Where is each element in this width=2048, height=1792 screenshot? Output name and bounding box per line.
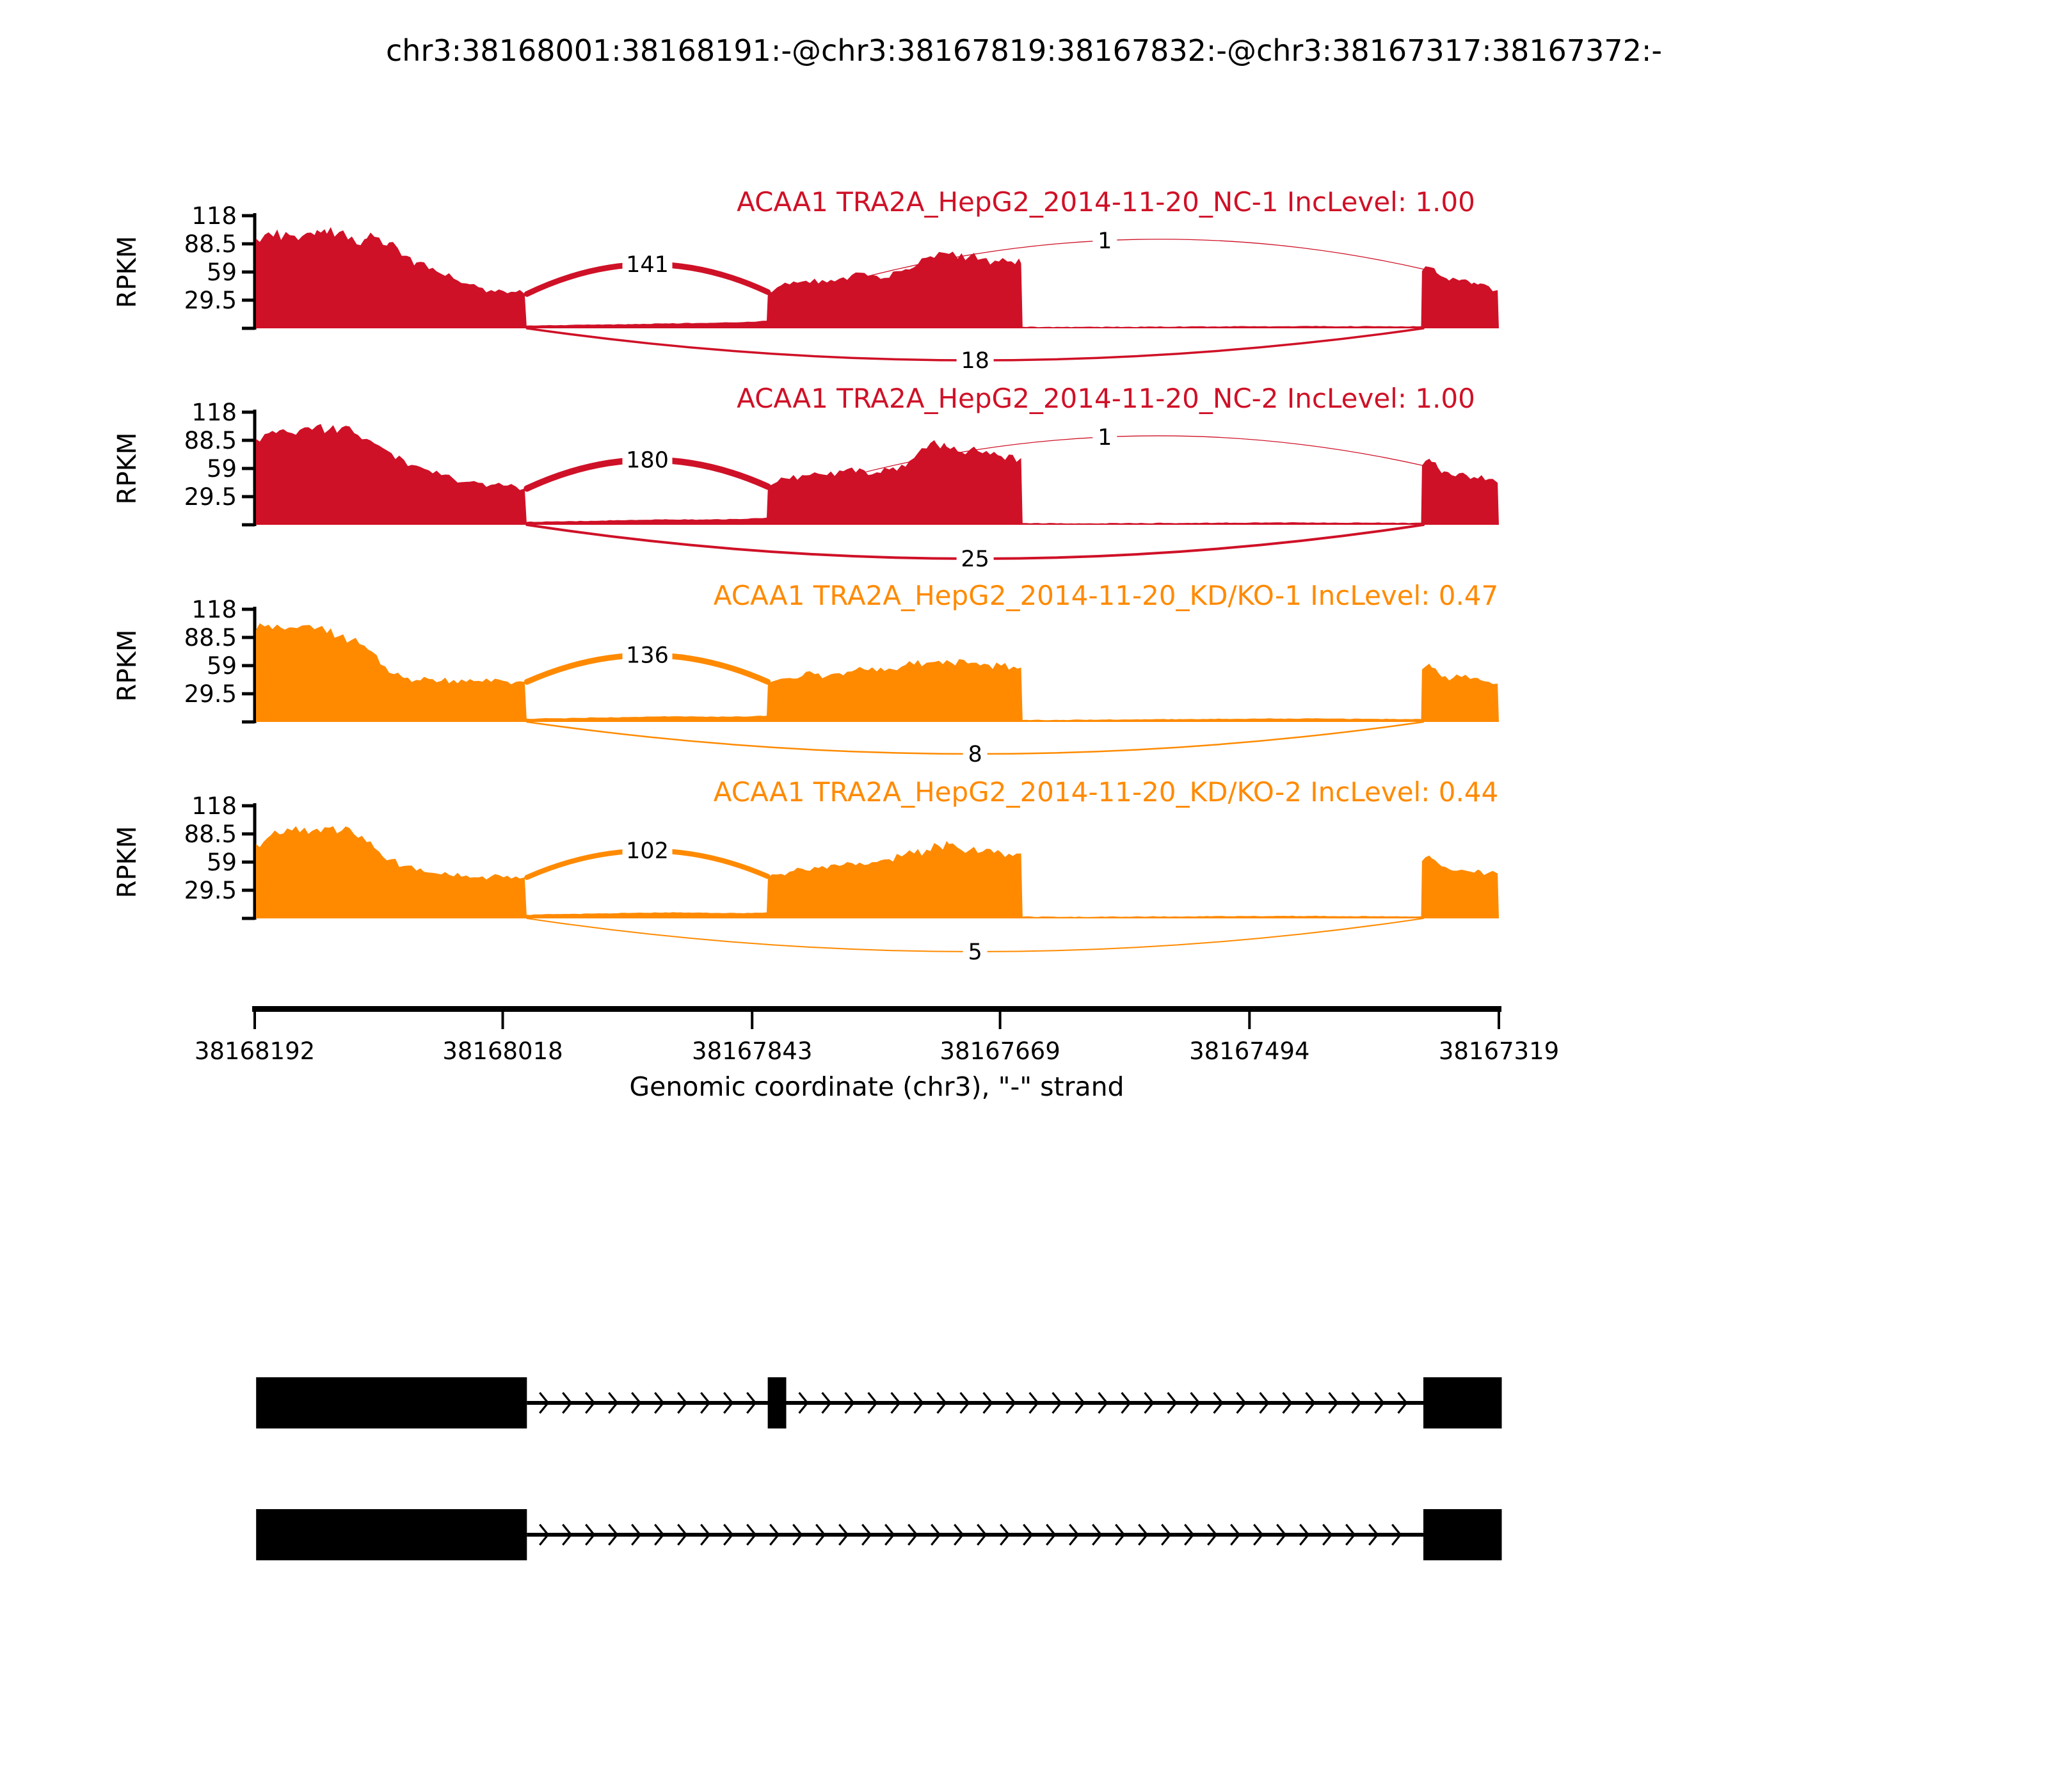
inclusion-isoform: [256, 1377, 1502, 1428]
junction-label-bg: [963, 739, 988, 769]
y-tick-label: 118: [191, 792, 237, 820]
junction-count-label: 136: [626, 643, 669, 669]
skipping-isoform: [256, 1509, 1502, 1560]
coverage-area: [255, 227, 1499, 328]
junction-label-bg: [956, 346, 994, 375]
x-tick-label: 38168018: [442, 1037, 563, 1065]
junction-count-label: 1: [1098, 425, 1112, 451]
coverage-area: [255, 424, 1499, 525]
y-tick-label: 88.5: [184, 427, 237, 454]
y-tick-label: 118: [191, 399, 237, 426]
y-axis-title: RPKM: [113, 433, 142, 505]
y-axis-title: RPKM: [113, 826, 142, 899]
junction-label-bg: [1092, 422, 1117, 452]
junction-label-bg: [963, 937, 988, 966]
strand-direction-chevrons: [539, 1523, 1402, 1546]
y-tick-label: 29.5: [184, 287, 237, 314]
x-tick-label: 38167319: [1439, 1037, 1559, 1065]
y-tick-label: 118: [191, 596, 237, 623]
junction-count-label: 8: [968, 742, 982, 767]
y-tick-label: 59: [207, 259, 237, 286]
exon-box: [256, 1377, 527, 1428]
y-tick-label: 59: [207, 849, 237, 876]
y-axis: [242, 410, 257, 527]
y-tick-label: 29.5: [184, 483, 237, 511]
junction-label-bg: [622, 445, 673, 475]
junction-label-bg: [622, 836, 673, 866]
exon-box: [1423, 1509, 1502, 1560]
junction-label-bg: [1092, 225, 1117, 255]
exon-box: [1423, 1377, 1502, 1428]
x-axis-title: Genomic coordinate (chr3), "-" strand: [629, 1071, 1124, 1102]
y-axis: [242, 607, 257, 724]
y-tick-label: 88.5: [184, 624, 237, 652]
x-axis-ticks: [253, 1012, 1500, 1029]
y-tick-label: 59: [207, 455, 237, 483]
exon-box: [256, 1509, 527, 1560]
y-tick-label: 88.5: [184, 230, 237, 258]
track-title: ACAA1 TRA2A_HepG2_2014-11-20_NC-1 IncLev…: [737, 186, 1475, 218]
y-tick-label: 29.5: [184, 680, 237, 708]
y-tick-label: 29.5: [184, 877, 237, 904]
y-tick-label: 59: [207, 652, 237, 680]
junction-count-label: 25: [961, 547, 989, 572]
junction-count-label: 141: [626, 252, 669, 278]
x-axis-spine: [252, 1006, 1501, 1012]
junction-label-bg: [956, 544, 994, 573]
strand-direction-chevrons: [539, 1391, 1408, 1414]
page-title: chr3:38168001:38168191:-@chr3:38167819:3…: [386, 33, 1662, 68]
y-axis: [242, 803, 257, 920]
coverage-area: [255, 623, 1499, 722]
y-tick-label: 118: [191, 202, 237, 230]
junction-label-bg: [622, 640, 673, 670]
coverage-area: [255, 826, 1499, 918]
track-title: ACAA1 TRA2A_HepG2_2014-11-20_KD/KO-1 Inc…: [714, 580, 1499, 611]
junction-count-label: 1: [1098, 228, 1112, 254]
y-tick-label: 88.5: [184, 820, 237, 848]
track-title: ACAA1 TRA2A_HepG2_2014-11-20_NC-2 IncLev…: [737, 383, 1475, 414]
junction-count-label: 180: [626, 448, 669, 474]
junction-count-label: 102: [626, 838, 669, 864]
track-title: ACAA1 TRA2A_HepG2_2014-11-20_KD/KO-2 Inc…: [714, 776, 1499, 808]
y-axis-title: RPKM: [113, 236, 142, 308]
exon-box: [767, 1377, 787, 1428]
x-axis: 38168192 38168018 38167843 38167669 38167494…: [195, 1006, 1559, 1102]
y-axis-title: RPKM: [113, 630, 142, 702]
junction-count-label: 5: [968, 940, 982, 965]
junction-label-bg: [622, 250, 673, 280]
y-axis: [242, 213, 257, 330]
x-tick-label: 38167669: [940, 1037, 1060, 1065]
junction-count-label: 18: [961, 348, 989, 374]
x-tick-label: 38167843: [692, 1037, 812, 1065]
gene-model: [256, 1377, 1502, 1560]
x-tick-label: 38167494: [1189, 1037, 1309, 1065]
x-tick-label: 38168192: [195, 1037, 315, 1065]
